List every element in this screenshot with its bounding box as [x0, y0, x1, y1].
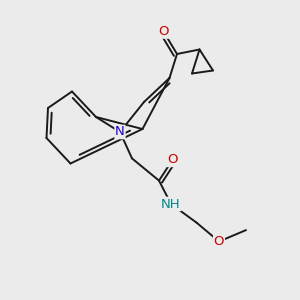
- Text: O: O: [167, 153, 178, 167]
- Text: O: O: [214, 235, 224, 248]
- Text: N: N: [115, 125, 125, 139]
- Text: O: O: [158, 25, 169, 38]
- Text: NH: NH: [161, 197, 181, 211]
